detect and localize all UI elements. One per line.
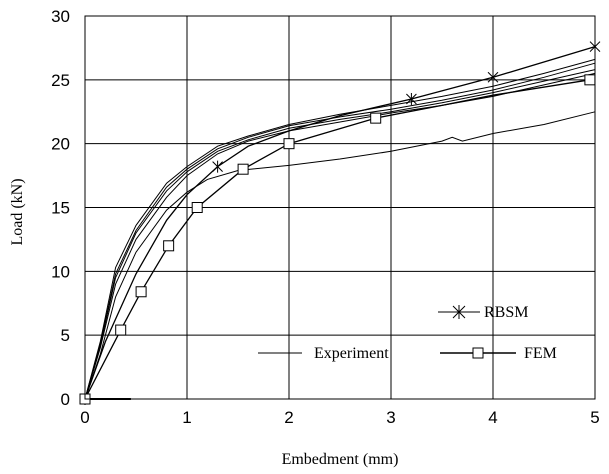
y-tick-label: 10 [51,262,70,281]
legend-experiment-label: Experiment [314,345,389,362]
rbsm-point [487,71,499,84]
fem-point [283,138,295,150]
x-tick-label: 5 [590,408,599,427]
legend-fem-label: FEM [524,345,557,362]
x-tick-label: 1 [182,408,191,427]
fem-point [370,112,382,124]
fem-point [163,240,175,252]
series-lines [84,45,596,400]
rbsm-point [406,92,417,105]
legend-rbsm-marker [452,305,466,319]
x-axis-title: Embedment (mm) [282,451,399,468]
legend: RBSM Experiment FEM [258,304,557,362]
rbsm-line [84,45,596,400]
experiment-curve [84,72,596,400]
y-tick-label: 25 [51,71,70,90]
tick-labels: 0 1 2 3 4 5 0 5 10 15 20 25 30 [51,7,600,427]
y-tick-label: 0 [61,390,70,409]
y-tick-label: 5 [61,326,70,345]
experiment-curve [84,62,596,400]
rbsm-point [212,160,223,173]
plot-frame [84,15,596,400]
x-tick-label: 0 [80,408,89,427]
x-tick-label: 2 [284,408,293,427]
y-tick-label: 30 [51,7,70,26]
experiment-curve [84,69,596,400]
fem-point [191,202,203,213]
fem-point [115,324,127,336]
fem-point [584,74,596,86]
y-axis-title: Load (kN) [9,178,26,245]
experiment-curve [84,111,596,400]
y-tick-label: 20 [51,135,70,154]
fem-point [237,163,249,175]
legend-fem-marker [472,347,484,359]
gridlines [84,15,596,400]
x-tick-label: 4 [488,408,497,427]
x-tick-label: 3 [386,408,395,427]
experiment-curve [84,58,596,400]
series-markers [79,40,601,405]
fem-point [135,286,147,298]
legend-rbsm-label: RBSM [484,304,528,321]
y-tick-label: 15 [51,199,70,218]
